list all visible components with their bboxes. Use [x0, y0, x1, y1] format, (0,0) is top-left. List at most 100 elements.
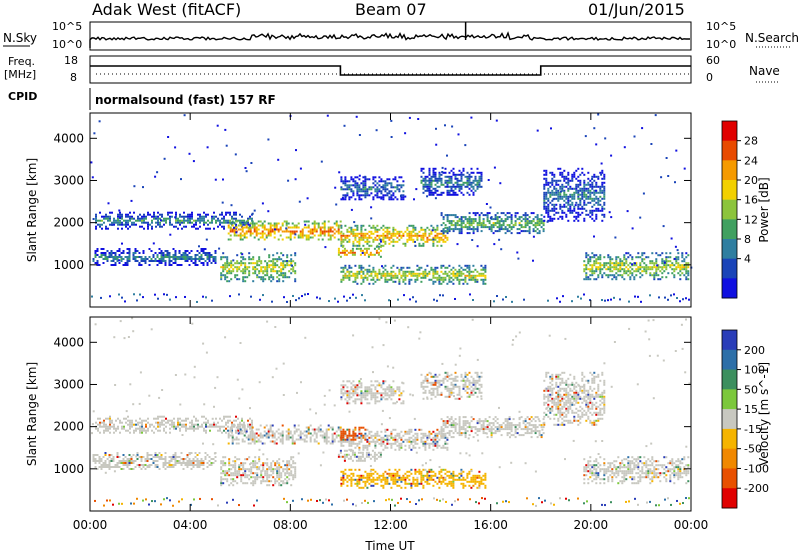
range-cell: [412, 240, 415, 243]
range-cell: [438, 280, 441, 283]
range-cell: [244, 476, 247, 479]
range-cell: [166, 252, 169, 254]
range-cell: [482, 426, 485, 429]
range-cell: [446, 236, 449, 239]
range-cell: [152, 260, 155, 262]
range-cell: [560, 190, 562, 193]
range-cell: [404, 432, 407, 435]
range-cell: [595, 181, 598, 184]
range-cell: [526, 432, 529, 435]
range-cell: [386, 446, 389, 449]
range-cell: [400, 196, 403, 199]
range-cell: [493, 300, 495, 303]
range-cell: [223, 425, 225, 428]
range-cell: [126, 258, 129, 260]
range-cell: [470, 224, 473, 227]
range-cell: [534, 424, 537, 427]
range-cell: [386, 236, 389, 239]
range-cell: [368, 234, 371, 237]
range-cell: [178, 258, 181, 260]
range-cell: [344, 195, 347, 198]
range-cell: [222, 470, 225, 473]
range-cell: [200, 256, 203, 258]
range-cell: [250, 472, 253, 475]
range-cell: [366, 444, 369, 447]
range-cell: [327, 234, 330, 237]
range-cell: [579, 189, 582, 192]
range-cell: [641, 254, 644, 257]
range-cell: [254, 480, 257, 483]
range-cell: [434, 272, 437, 275]
range-cell: [271, 436, 274, 439]
range-cell: [356, 224, 359, 227]
range-cell: [279, 228, 282, 231]
range-cell: [456, 173, 459, 176]
range-cell: [382, 194, 385, 197]
range-cell: [432, 282, 435, 285]
range-cell: [553, 193, 556, 196]
range-cell: [458, 426, 461, 429]
range-cell: [508, 432, 511, 435]
range-cell: [547, 191, 550, 194]
range-cell: [117, 427, 119, 430]
range-cell: [450, 193, 453, 196]
range-cell: [176, 264, 179, 266]
range-cell: [148, 260, 151, 262]
range-cell: [284, 272, 287, 275]
range-cell: [496, 222, 499, 225]
range-cell: [211, 221, 213, 224]
range-cell: [412, 444, 415, 447]
range-cell: [484, 274, 487, 277]
range-cell: [595, 201, 598, 204]
range-cell: [508, 226, 511, 229]
range-cell: [325, 430, 328, 433]
range-cell: [274, 228, 276, 231]
range-cell: [227, 415, 229, 418]
range-cell: [444, 440, 447, 443]
range-cell: [577, 211, 580, 214]
range-cell: [667, 256, 670, 259]
range-cell: [542, 426, 545, 429]
range-cell: [231, 434, 234, 437]
range-cell: [585, 254, 588, 257]
range-cell: [163, 427, 165, 430]
range-cell: [261, 222, 264, 225]
range-cell: [260, 260, 263, 263]
range-cell: [135, 427, 137, 430]
range-cell: [569, 209, 572, 212]
range-cell: [426, 175, 429, 178]
range-cell: [438, 173, 441, 176]
range-cell: [428, 272, 431, 275]
range-cell: [253, 209, 256, 212]
range-cell: [457, 133, 460, 136]
range-cell: [474, 177, 477, 180]
range-cell: [510, 216, 513, 219]
range-cell: [138, 263, 141, 266]
range-cell: [197, 419, 199, 422]
range-cell: [247, 438, 250, 441]
range-cell: [420, 179, 423, 182]
range-cell: [472, 218, 475, 221]
range-cell: [494, 432, 497, 435]
range-cell: [94, 254, 97, 256]
range-cell: [446, 181, 449, 184]
range-cell: [125, 417, 127, 420]
range-cell: [625, 252, 628, 255]
range-cell: [434, 171, 437, 174]
range-cell: [378, 438, 381, 441]
range-cell: [141, 215, 143, 218]
range-cell: [221, 425, 223, 428]
range-cell: [352, 274, 355, 277]
range-cell: [420, 234, 423, 237]
range-cell: [398, 442, 401, 445]
range-cell: [478, 222, 481, 225]
range-cell: [422, 177, 425, 180]
range-cell: [410, 428, 413, 431]
range-cell: [241, 417, 243, 420]
range-cell: [380, 192, 383, 195]
range-cell: [452, 282, 455, 285]
range-cell: [653, 278, 656, 281]
range-cell: [294, 233, 297, 236]
range-cell: [116, 256, 119, 258]
range-cell: [285, 436, 288, 439]
